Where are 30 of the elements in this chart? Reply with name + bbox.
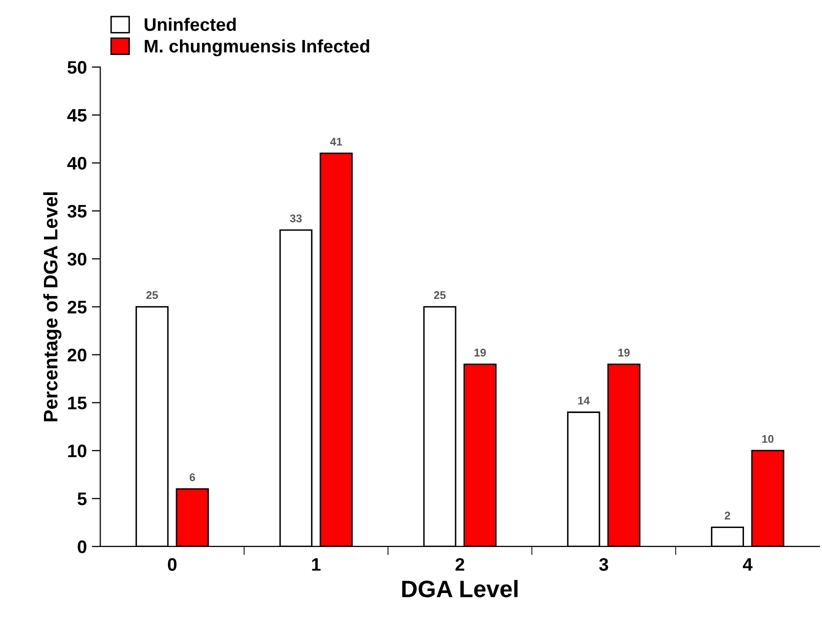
y-tick-label: 10 bbox=[68, 444, 86, 458]
x-tick-label: 1 bbox=[312, 558, 321, 571]
y-tick-label: 5 bbox=[78, 492, 87, 506]
y-tick-label: 15 bbox=[68, 396, 87, 410]
data-label: 14 bbox=[578, 396, 590, 404]
data-label: 25 bbox=[146, 291, 158, 300]
data-label: 19 bbox=[618, 348, 630, 357]
x-tick-label: 2 bbox=[456, 558, 464, 571]
x-tick-label: 4 bbox=[742, 558, 753, 571]
data-label: 33 bbox=[290, 214, 302, 222]
data-label: 25 bbox=[434, 291, 446, 300]
data-label: 2 bbox=[724, 512, 730, 520]
y-tick-label: 40 bbox=[67, 156, 86, 170]
y-tick-label: 20 bbox=[68, 348, 86, 362]
x-tick-label: 3 bbox=[599, 558, 608, 571]
data-label: 10 bbox=[762, 434, 774, 443]
data-label: 6 bbox=[190, 473, 196, 482]
legend-label: Uninfected bbox=[144, 18, 236, 31]
y-axis-title: Percentage of DGA Level bbox=[43, 192, 62, 422]
data-label: 19 bbox=[474, 348, 486, 357]
y-tick-label: 45 bbox=[67, 109, 87, 122]
y-tick-label: 35 bbox=[67, 204, 87, 218]
data-label: 41 bbox=[330, 138, 342, 146]
y-tick-label: 30 bbox=[67, 252, 86, 266]
y-tick-label: 0 bbox=[78, 540, 86, 554]
y-tick-label: 25 bbox=[68, 300, 87, 314]
y-tick-label: 50 bbox=[68, 61, 86, 74]
x-tick-label: 0 bbox=[168, 558, 176, 571]
x-axis-title: DGA Level bbox=[402, 580, 518, 598]
legend-label: M. chungmuensis Infected bbox=[144, 39, 370, 56]
